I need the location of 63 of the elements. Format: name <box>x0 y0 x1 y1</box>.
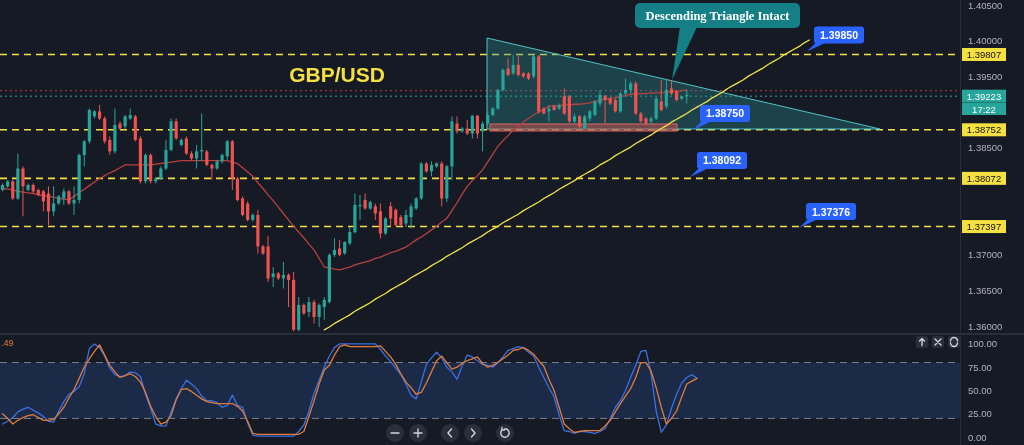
candlestick <box>246 200 250 222</box>
candlestick <box>475 114 480 140</box>
candlestick <box>184 135 188 156</box>
candlestick <box>225 139 229 161</box>
ref-line-label: 1.38752 <box>966 124 1002 136</box>
candlestick <box>516 55 520 77</box>
candlestick <box>470 114 474 140</box>
y-tick-label: 1.37000 <box>968 249 1003 261</box>
candlestick <box>235 176 240 202</box>
candlestick <box>532 54 536 80</box>
candlestick <box>103 115 107 145</box>
candlestick <box>332 237 337 258</box>
candlestick <box>455 115 459 135</box>
candlestick <box>174 118 178 141</box>
y-tick-label: 1.36000 <box>968 320 1003 332</box>
candlestick <box>286 272 291 308</box>
annotation: .49 <box>1 338 14 348</box>
candlestick <box>506 58 510 77</box>
y-tick-label: 50.00 <box>968 385 992 397</box>
candlestick <box>322 296 326 321</box>
y-tick-label: 0.00 <box>968 431 987 443</box>
candlestick <box>659 79 663 112</box>
y-tick-label: 1.36500 <box>968 285 1003 297</box>
candlestick <box>21 165 25 217</box>
y-tick-label: 1.40000 <box>968 35 1003 47</box>
ref-line-label: 1.39223 <box>966 90 1002 102</box>
y-tick-label: 1.39500 <box>968 70 1003 82</box>
candlestick <box>317 302 321 328</box>
candlestick <box>72 185 76 216</box>
y-tick-label: 100.00 <box>968 338 998 350</box>
candlestick <box>389 201 393 228</box>
candlestick <box>46 185 51 226</box>
candlestick <box>307 296 311 318</box>
candlestick <box>501 68 505 92</box>
ref-line-label: 1.39807 <box>966 48 1002 60</box>
candlestick <box>82 139 86 167</box>
candlestick <box>133 114 137 142</box>
annotation: Descending Triangle Intact <box>645 9 791 23</box>
candlestick <box>240 195 245 217</box>
candlestick <box>378 202 383 239</box>
annotation: 1.37376 <box>812 205 851 218</box>
candlestick <box>271 266 275 288</box>
text: GBP/USD <box>289 63 385 86</box>
candlestick <box>52 185 56 217</box>
annotation: 1.39850 <box>820 28 859 41</box>
ref-line-label: 1.38072 <box>966 172 1002 184</box>
y-tick-label: 1.40500 <box>968 0 1003 11</box>
candlestick <box>312 299 316 324</box>
candlestick <box>664 78 668 110</box>
text: 17:22 <box>972 103 996 115</box>
annotation: 1.38092 <box>703 154 742 167</box>
candlestick <box>562 88 566 116</box>
y-tick-label: 25.00 <box>968 408 992 420</box>
candlestick <box>41 189 45 212</box>
candlestick <box>195 144 199 169</box>
candlestick <box>511 54 515 76</box>
y-tick-label: 1.38500 <box>968 142 1003 154</box>
annotation: 1.38750 <box>706 107 745 120</box>
y-tick-label: 75.00 <box>968 361 992 373</box>
candlestick <box>108 135 112 156</box>
candlestick <box>11 179 15 201</box>
ref-line-label: 1.37397 <box>966 221 1002 233</box>
candlestick <box>164 139 168 171</box>
